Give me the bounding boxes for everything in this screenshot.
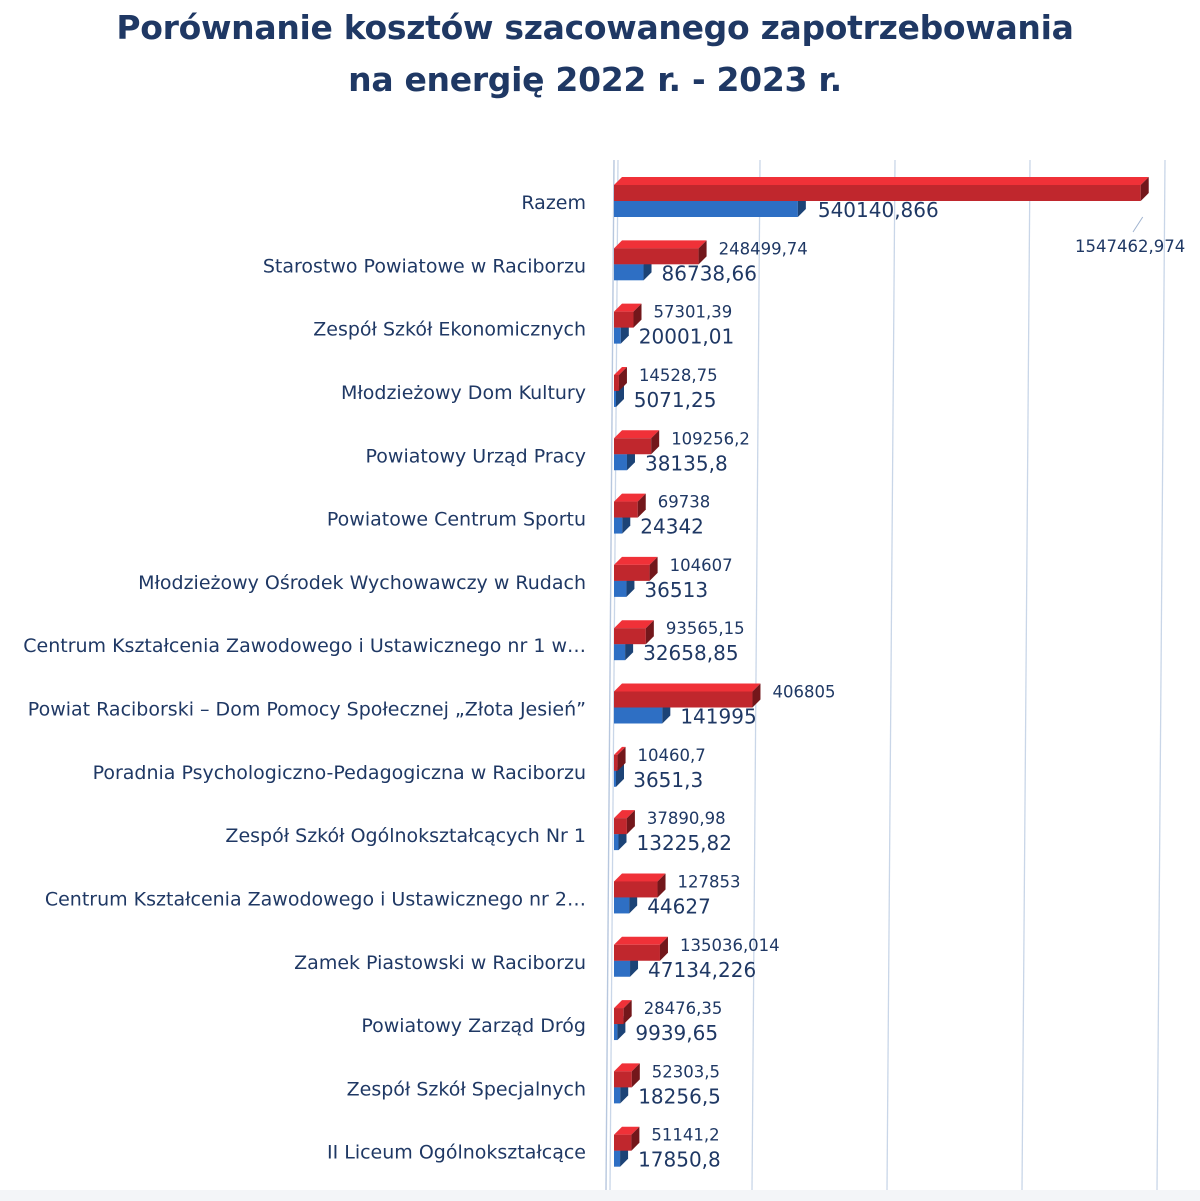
bar-2022: [614, 1000, 632, 1025]
data-label-2022: 109256,2: [671, 429, 750, 448]
data-label-2023: 32658,85: [643, 641, 738, 665]
bar-2022: [614, 620, 654, 645]
leader-line: [1132, 216, 1144, 233]
data-label-2022: 406805: [772, 683, 835, 702]
category-label: Powiatowy Urząd Pracy: [366, 445, 586, 467]
data-label-2023: 86738,66: [662, 261, 757, 285]
data-label-2022: 57301,39: [654, 303, 733, 322]
category-label: Zespół Szkół Ogólnokształcących Nr 1: [225, 825, 586, 847]
data-label-2022: 37890,98: [647, 809, 726, 828]
bar-2022: [614, 936, 668, 961]
bar-2022: [614, 810, 635, 835]
bar-2022: [614, 303, 642, 328]
data-label-2023: 20001,01: [639, 325, 734, 349]
category-label: Powiatowy Zarząd Dróg: [361, 1015, 586, 1037]
category-label: Młodzieżowy Ośrodek Wychowawczy w Rudach: [138, 572, 586, 594]
category-label: Centrum Kształcenia Zawodowego i Ustawic…: [23, 635, 586, 657]
data-label-2023: 9939,65: [635, 1021, 718, 1045]
category-label: Zespół Szkół Ekonomicznych: [313, 319, 586, 341]
data-label-2022: 1547462,974: [1075, 237, 1185, 256]
data-label-2022: 135036,014: [680, 936, 780, 955]
category-label: Powiat Raciborski – Dom Pomocy Społeczne…: [28, 699, 586, 721]
data-label-2023: 17850,8: [638, 1148, 721, 1172]
data-label-2023: 141995: [680, 705, 756, 729]
bar-2022: [614, 746, 626, 771]
data-label-2022: 104607: [670, 556, 733, 575]
data-label-2022: 51141,2: [651, 1126, 719, 1145]
data-label-2022: 93565,15: [666, 619, 745, 638]
bar-2022: [614, 556, 658, 581]
gridline: [886, 159, 896, 1191]
chart-floor: [0, 1190, 1200, 1201]
category-label: Zespół Szkół Specjalnych: [347, 1078, 586, 1100]
data-label-2023: 13225,82: [637, 831, 732, 855]
data-label-2023: 36513: [644, 578, 708, 602]
chart-subtitle: na energię 2022 r. - 2023 r.: [348, 60, 842, 99]
category-label: Razem: [521, 192, 586, 214]
category-label: Starostwo Powiatowe w Raciborzu: [263, 255, 586, 277]
data-label-2023: 38135,8: [645, 451, 728, 475]
data-label-2022: 69738: [658, 493, 711, 512]
axis-line: [605, 159, 615, 1191]
bar-2022: [614, 240, 707, 265]
data-label-2022: 14528,75: [639, 366, 718, 385]
bar-2022: [614, 177, 1149, 201]
bar-2022: [614, 683, 761, 708]
data-label-2022: 10460,7: [638, 746, 706, 765]
data-label-2023: 5071,25: [634, 388, 717, 412]
data-label-2023: 47134,226: [648, 958, 756, 982]
bar-2022: [614, 1126, 640, 1151]
bar-2022: [614, 430, 660, 455]
category-label: Centrum Kształcenia Zawodowego i Ustawic…: [45, 888, 586, 910]
data-label-2023: 3651,3: [633, 768, 703, 792]
data-label-2023: 540140,866: [818, 198, 939, 222]
data-label-2022: 52303,5: [652, 1062, 720, 1081]
gridline: [751, 159, 761, 1191]
bar-2022: [614, 493, 646, 518]
bar-2022: [614, 1063, 640, 1088]
category-label: Powiatowe Centrum Sportu: [327, 509, 586, 531]
category-label: Poradnia Psychologiczno-Pedagogiczna w R…: [93, 762, 586, 784]
category-label: Zamek Piastowski w Raciborzu: [294, 952, 586, 974]
gridline: [1021, 159, 1031, 1191]
category-label: II Liceum Ogólnokształcące: [327, 1142, 586, 1164]
data-label-2022: 248499,74: [719, 239, 808, 258]
data-label-2023: 44627: [647, 894, 711, 918]
data-label-2022: 127853: [678, 872, 741, 891]
bar-2022: [614, 873, 666, 898]
data-label-2023: 24342: [640, 515, 704, 539]
category-label: Młodzieżowy Dom Kultury: [341, 382, 586, 404]
bar-2022: [614, 366, 627, 391]
chart-title: Porównanie kosztów szacowanego zapotrzeb…: [116, 8, 1074, 47]
data-label-2023: 18256,5: [638, 1084, 721, 1108]
data-label-2022: 28476,35: [644, 999, 723, 1018]
gridline: [1156, 159, 1166, 1191]
